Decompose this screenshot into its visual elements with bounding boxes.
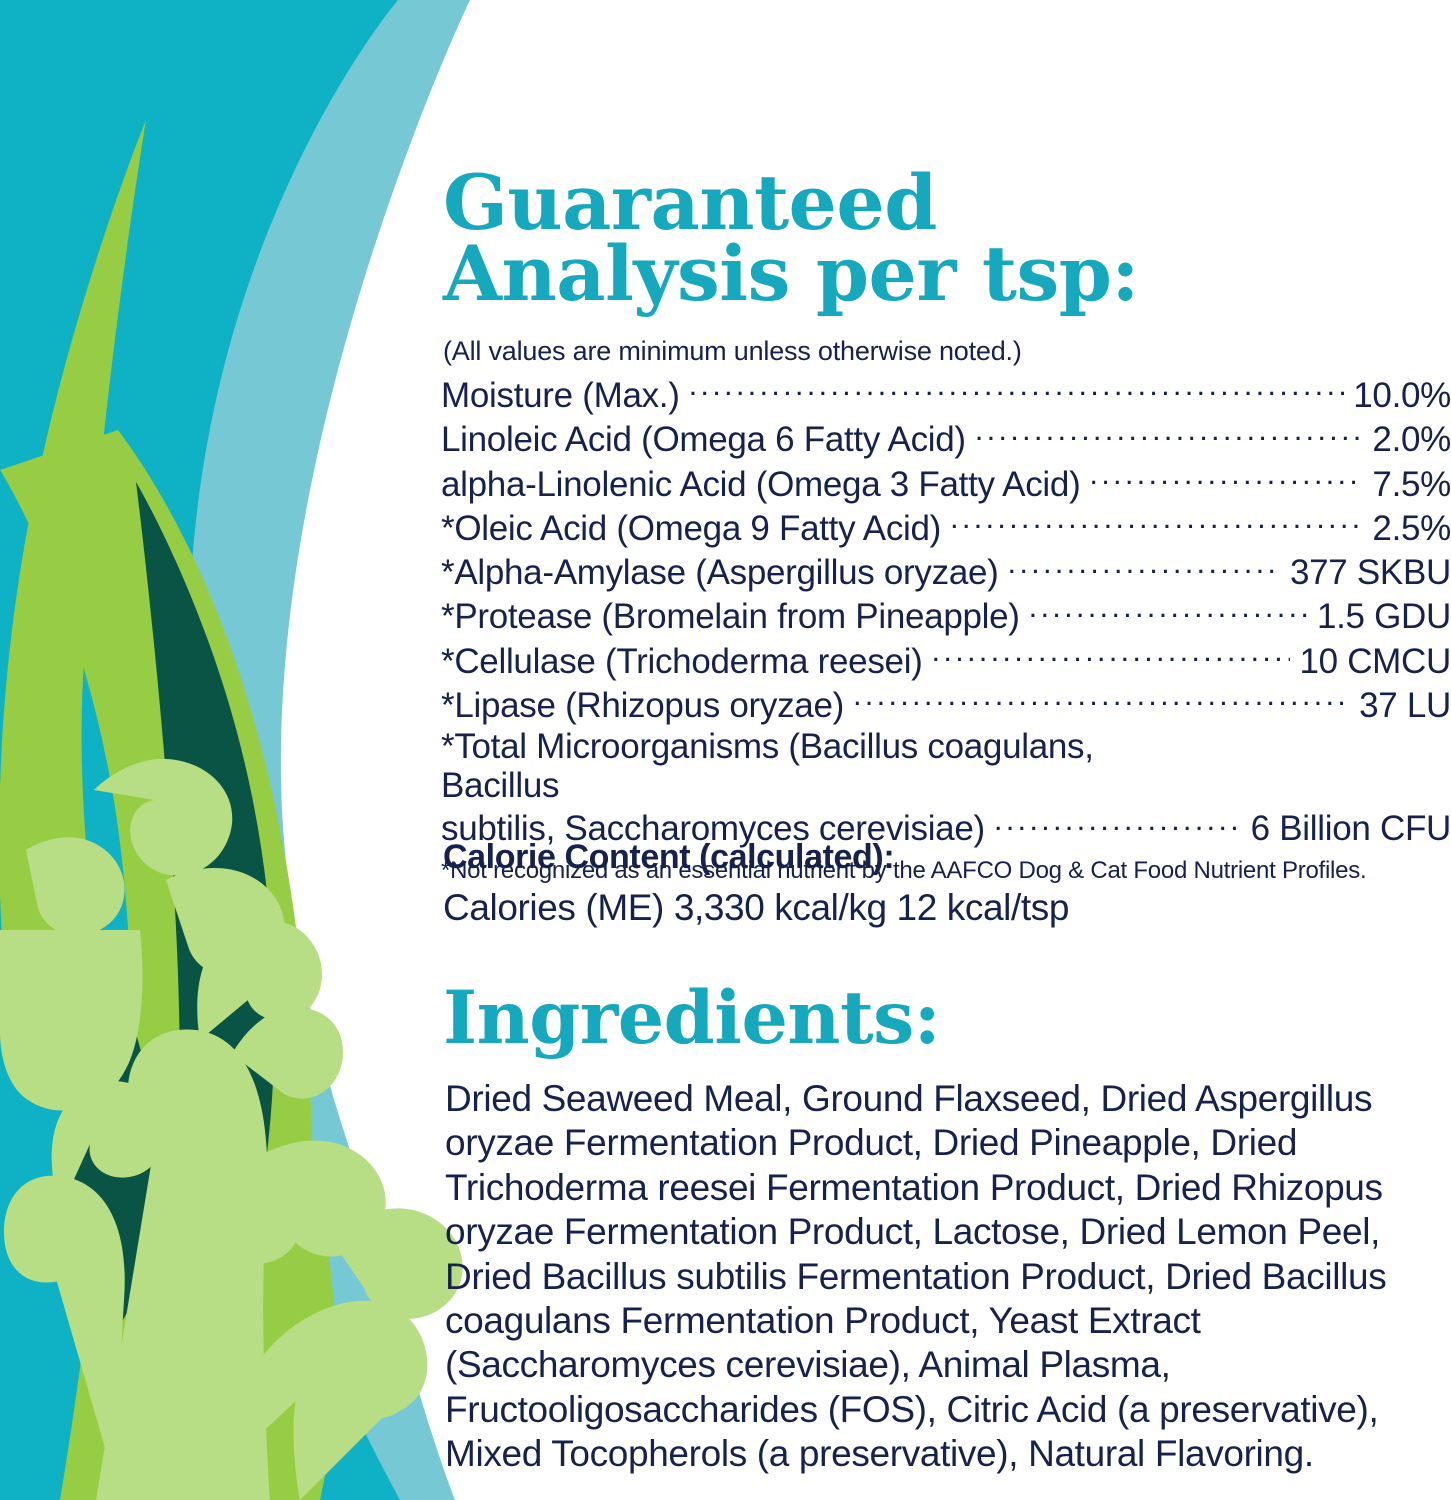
sage-coral-shape [4,919,428,1500]
guaranteed-analysis-heading: Guaranteed Analysis per tsp: [443,158,1223,318]
label-content-column: Guaranteed Analysis per tsp: (All values… [441,0,1451,1500]
table-row: *Alpha-Amylase (Aspergillus oryzae) 377 … [441,549,1451,593]
nutrient-name: *Cellulase (Trichoderma reesei) [441,641,923,681]
table-row: *Lipase (Rhizopus oryzae) 37 LU [441,682,1451,726]
table-row: *Cellulase (Trichoderma reesei) 10 CMCU [441,638,1451,682]
table-row: Linoleic Acid (Omega 6 Fatty Acid) 2.0% [441,416,1451,460]
nutrient-name: *Oleic Acid (Omega 9 Fatty Acid) [441,508,942,548]
nutrient-value: 7.5% [1372,464,1451,504]
dot-leader [1089,461,1363,496]
nutrient-value: 1.5 GDU [1316,597,1451,637]
nutrient-name: Linoleic Acid (Omega 6 Fatty Acid) [441,420,966,460]
dot-leader [932,638,1291,673]
nutrient-value: 10.0% [1353,376,1451,415]
guaranteed-analysis-heading-line1: Guaranteed [443,158,937,247]
nutrient-name: *Alpha-Amylase (Aspergillus oryzae) [441,553,999,593]
nutrient-value: 10 CMCU [1299,641,1451,681]
table-row: Moisture (Max.) 10.0% [441,372,1451,416]
dark-kelp-lobe [61,950,156,1342]
dot-leader [689,372,1345,407]
lime-body-lower [0,430,314,1500]
guaranteed-analysis-note: (All values are minimum unless otherwise… [443,336,1022,366]
dark-kelp-blade [118,482,275,1500]
nutrient-value: 2.5% [1372,508,1451,548]
table-row-microorganisms: *Total Microorganisms (Bacillus coagulan… [441,728,1451,849]
guaranteed-analysis-footnote: *Not recognized as an essential nutrient… [441,856,1367,884]
table-row: *Protease (Bromelain from Pineapple) 1.5… [441,593,1451,637]
nutrient-name-line2: subtilis, Saccharomyces cerevisiae) [441,809,985,849]
nutrient-name: *Protease (Bromelain from Pineapple) [441,597,1020,637]
nutrient-name-line1: *Total Microorganisms (Bacillus coagulan… [441,727,1094,805]
nutrient-name: *Lipase (Rhizopus oryzae) [441,686,844,726]
nutrient-value: 377 SKBU [1289,553,1451,593]
nutrient-value: 37 LU [1359,686,1451,726]
dot-leader [853,682,1350,717]
table-row: *Oleic Acid (Omega 9 Fatty Acid) 2.5% [441,505,1451,549]
dot-leader [975,416,1364,451]
dot-leader [1008,549,1281,584]
guaranteed-analysis-table: Moisture (Max.) 10.0% Linoleic Acid (Ome… [441,372,1451,885]
calorie-content-value: Calories (ME) 3,330 kcal/kg 12 kcal/tsp [443,887,1069,928]
lime-fan-bottom [60,900,336,1500]
ingredients-body: Dried Seaweed Meal, Ground Flaxseed, Dri… [445,1078,1387,1475]
calorie-content-block: Calorie Content (calculated): Calories (… [443,838,1443,929]
dot-leader [1029,593,1308,628]
nutrient-value: 2.0% [1372,420,1451,460]
ingredients-heading: Ingredients: [443,975,941,1061]
lime-blade-upper [0,120,146,1060]
nutrient-value: 6 Billion CFU [1250,809,1451,849]
table-row: alpha-Linolenic Acid (Omega 3 Fatty Acid… [441,461,1451,505]
sage-coral-branches [51,1080,463,1500]
sage-coral-upper-fronds [0,758,285,1111]
nutrient-name: alpha-Linolenic Acid (Omega 3 Fatty Acid… [441,464,1081,504]
guaranteed-analysis-heading-line2: Analysis per tsp: [443,228,1139,318]
dot-leader [950,505,1363,540]
teal-background-shape [0,0,470,1500]
calorie-content-title: Calorie Content (calculated): [443,838,895,876]
nutrient-name: Moisture (Max.) [441,376,680,415]
dot-leader [994,805,1242,840]
